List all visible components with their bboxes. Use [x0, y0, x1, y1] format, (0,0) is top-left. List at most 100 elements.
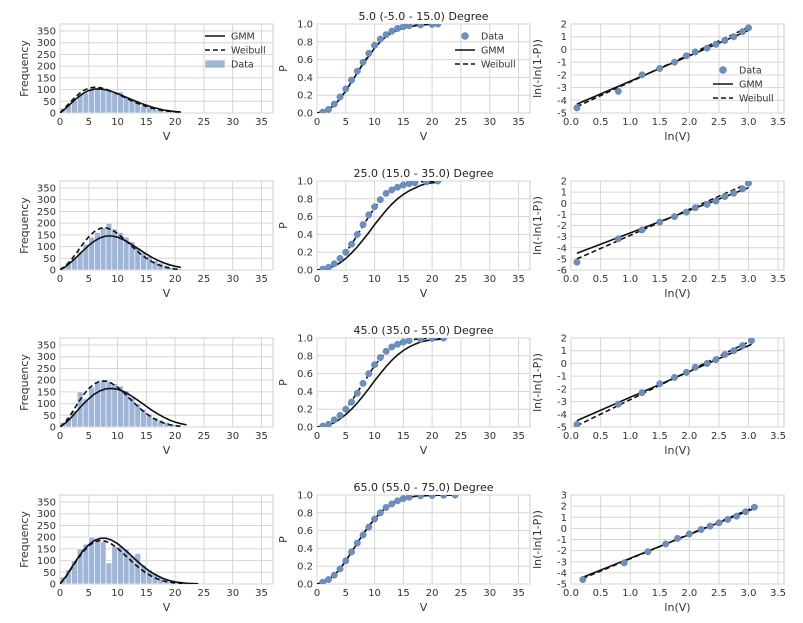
- data-point: [703, 359, 711, 367]
- x-tick-label: 2.5: [711, 431, 727, 442]
- x-tick-label: 25: [455, 588, 468, 599]
- histogram-bar: [94, 382, 101, 427]
- data-point: [405, 495, 413, 501]
- x-axis-label: V: [163, 130, 171, 143]
- histogram-marks: [60, 86, 182, 113]
- data-point: [682, 368, 690, 376]
- x-tick-label: 25: [198, 588, 211, 599]
- weibull-line: [576, 182, 749, 260]
- y-tick-label: -5: [557, 580, 567, 591]
- y-tick-label: 1: [561, 188, 567, 199]
- data-point: [325, 420, 332, 427]
- data-point: [353, 230, 361, 238]
- x-tick-label: 20: [169, 117, 182, 128]
- legend-marker-data: [719, 66, 727, 74]
- y-tick-label: -4: [557, 410, 567, 421]
- data-point: [691, 204, 699, 212]
- y-axis-label: Frequency: [18, 40, 31, 97]
- x-tick-label: 35: [255, 274, 268, 285]
- x-tick-label: 0.5: [593, 274, 609, 285]
- data-point: [359, 379, 367, 387]
- data-point: [353, 67, 361, 75]
- legend-label: Weibull: [481, 60, 516, 71]
- x-tick-label: 3.0: [741, 274, 757, 285]
- data-point: [394, 497, 402, 505]
- y-tick-label: 0.8: [297, 37, 313, 48]
- y-axis-label: Frequency: [18, 354, 31, 411]
- data-point: [348, 398, 355, 406]
- data-point: [388, 343, 396, 351]
- x-tick-label: 10: [111, 431, 124, 442]
- histogram-bar: [151, 109, 159, 113]
- x-tick-label: 25: [455, 274, 468, 285]
- x-tick-label: 1.5: [652, 274, 668, 285]
- data-point: [712, 40, 720, 48]
- weibull-plot-marks: [579, 503, 758, 583]
- x-tick-label: 15: [397, 117, 410, 128]
- data-point: [730, 347, 738, 355]
- data-point: [336, 93, 344, 101]
- data-point: [440, 338, 448, 342]
- x-tick-label: 0: [314, 274, 320, 285]
- data-point: [371, 41, 379, 49]
- cdf-plot-area: [316, 494, 531, 585]
- histogram-bar: [99, 379, 107, 427]
- x-tick-label: 20: [169, 431, 182, 442]
- data-point: [348, 76, 355, 84]
- legend-label: GMM: [739, 80, 763, 91]
- y-tick-label: 0.4: [297, 387, 313, 398]
- legend-label: Data: [231, 60, 254, 71]
- data-point: [342, 248, 350, 256]
- y-tick-label: 300: [37, 38, 56, 49]
- y-tick-label: 200: [37, 376, 56, 387]
- y-tick-label: 0.2: [297, 91, 313, 102]
- data-point: [371, 203, 379, 211]
- x-tick-label: 15: [397, 588, 410, 599]
- y-tick-label: -1: [557, 210, 567, 221]
- y-tick-label: -3: [557, 557, 567, 568]
- histogram-bar: [111, 383, 118, 427]
- data-point: [417, 24, 425, 29]
- y-tick-label: -6: [557, 266, 567, 277]
- y-tick-label: -4: [557, 96, 567, 107]
- y-tick-label: -2: [557, 384, 567, 395]
- y-tick-label: 300: [37, 195, 56, 206]
- data-point: [353, 539, 361, 547]
- x-tick-label: 2.5: [711, 117, 727, 128]
- y-tick-label: 0.8: [297, 194, 313, 205]
- data-point: [750, 503, 758, 511]
- data-point: [656, 65, 664, 72]
- data-point: [319, 578, 327, 584]
- legend-label: GMM: [231, 32, 255, 43]
- cdf-marks: [317, 24, 442, 113]
- x-tick-label: 0.0: [563, 117, 579, 128]
- y-tick-label: 0: [561, 45, 567, 56]
- histogram-bar: [88, 386, 95, 427]
- x-axis-label: V: [163, 287, 171, 300]
- legend-marker-data: [461, 32, 469, 40]
- weibull-curve: [60, 380, 181, 427]
- data-point: [434, 24, 442, 28]
- data-point: [394, 340, 402, 348]
- data-point: [376, 509, 384, 517]
- y-axis-label: ln(-ln(1-P)): [531, 353, 544, 412]
- x-tick-label: 3.0: [741, 588, 757, 599]
- data-point: [399, 495, 407, 503]
- histogram-bar: [128, 99, 136, 113]
- y-tick-label: 0.4: [297, 544, 313, 555]
- data-point: [405, 181, 413, 188]
- y-tick-label: 0.2: [297, 405, 313, 416]
- histogram-panel-row-2: 0 5 10 15 20 25 30 35050100150200250300350VFreq…: [18, 180, 274, 300]
- y-tick-label: 0.4: [297, 73, 313, 84]
- x-tick-label: 1.0: [622, 588, 638, 599]
- data-point: [730, 33, 738, 41]
- weibull-plot-marks: [573, 338, 755, 427]
- x-tick-label: 15: [140, 117, 153, 128]
- x-tick-label: 0: [57, 431, 63, 442]
- x-tick-label: 5: [343, 588, 349, 599]
- x-axis-label: ln(V): [664, 130, 690, 143]
- x-tick-label: 2.0: [681, 117, 697, 128]
- y-tick-label: 250: [37, 50, 56, 61]
- x-tick-label: 2.0: [681, 274, 697, 285]
